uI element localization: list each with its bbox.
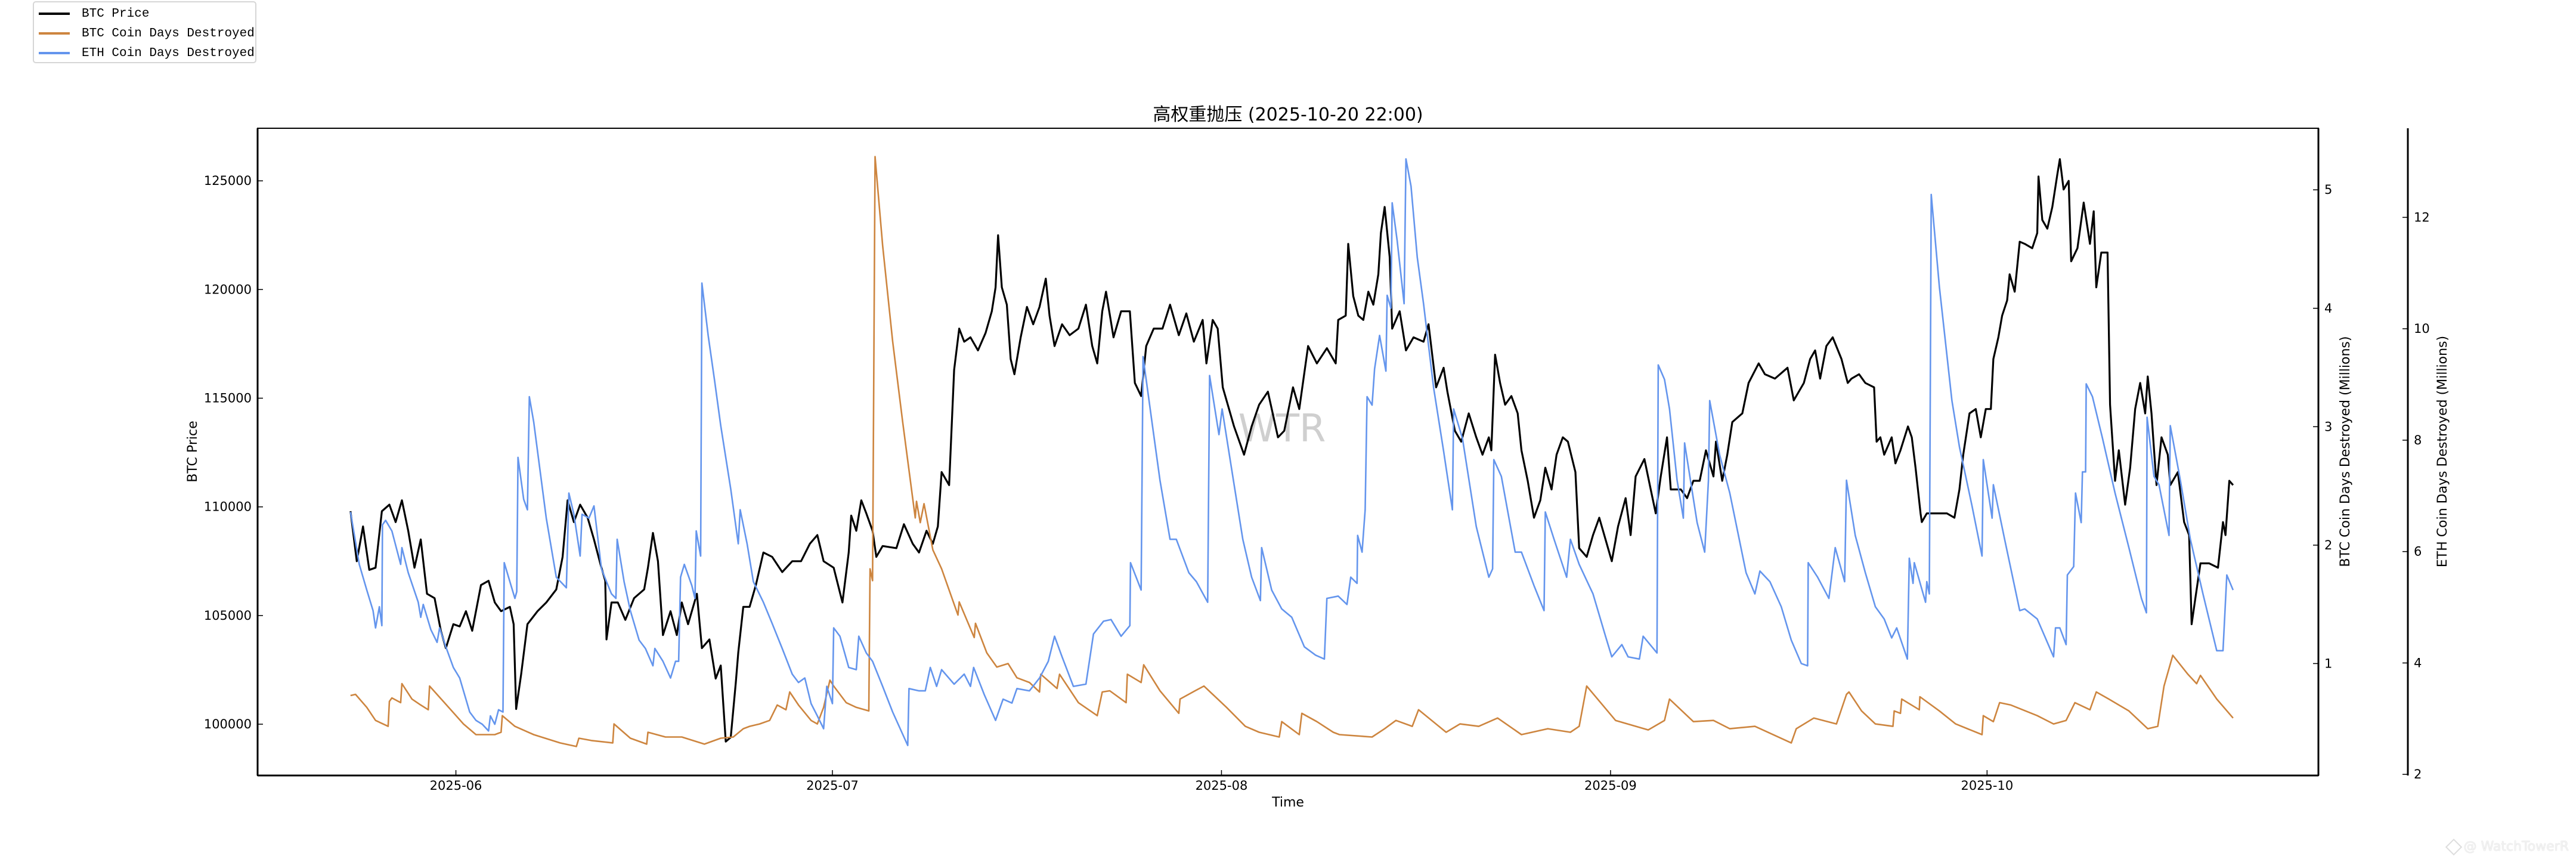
- y-axis-label-price: BTC Price: [185, 421, 200, 482]
- x-tick-label: 2025-09: [1584, 778, 1637, 793]
- legend-swatch-btc-price: [39, 13, 70, 15]
- legend-swatch-btc-cdd: [39, 32, 70, 35]
- plot-frame: [257, 128, 2319, 776]
- y-tick-label-price: 100000: [204, 717, 252, 731]
- y-tick-label-price: 105000: [204, 608, 252, 623]
- legend-label: ETH Coin Days Destroyed: [82, 46, 255, 60]
- y-tick-label-price: 110000: [204, 500, 252, 514]
- y-tick-label-eth-cdd: 2: [2414, 767, 2422, 781]
- watermark-text: WTR: [1239, 407, 1326, 451]
- legend: BTC Price BTC Coin Days Destroyed ETH Co…: [33, 1, 256, 63]
- y-tick-label-price: 115000: [204, 391, 252, 406]
- credit-text: @ WatchTowerR: [2463, 839, 2569, 854]
- y-tick-label-price: 120000: [204, 282, 252, 296]
- series-line-eth-coin-days-destroyed: [349, 158, 2234, 746]
- y-tick-label-btc-cdd: 3: [2324, 419, 2332, 434]
- series-line-btc-coin-days-destroyed: [350, 156, 2234, 747]
- y-tick-label-btc-cdd: 1: [2324, 656, 2332, 670]
- legend-label: BTC Price: [82, 7, 150, 21]
- x-axis-label: Time: [1271, 795, 1304, 810]
- legend-item-btc-cdd: BTC Coin Days Destroyed: [39, 24, 255, 42]
- credit-watermark: @ WatchTowerR: [2445, 838, 2569, 855]
- legend-item-eth-cdd: ETH Coin Days Destroyed: [39, 44, 255, 62]
- x-tick-label: 2025-08: [1196, 778, 1248, 793]
- diamond-logo-icon: [2445, 838, 2463, 855]
- y-axis-label-btc-cdd: BTC Coin Days Destroyed (Millions): [2338, 336, 2353, 567]
- legend-swatch-eth-cdd: [39, 52, 70, 54]
- y-tick-label-eth-cdd: 4: [2414, 656, 2422, 670]
- y-axis-label-eth-cdd: ETH Coin Days Destroyed (Millions): [2435, 336, 2450, 567]
- x-tick-label: 2025-06: [430, 778, 482, 793]
- y-tick-label-price: 125000: [204, 174, 252, 188]
- legend-item-btc-price: BTC Price: [39, 5, 149, 23]
- legend-label: BTC Coin Days Destroyed: [82, 26, 255, 41]
- y-tick-label-eth-cdd: 12: [2414, 210, 2430, 224]
- y-tick-label-btc-cdd: 2: [2324, 538, 2332, 552]
- x-tick-label: 2025-10: [1961, 778, 2013, 793]
- y-tick-label-eth-cdd: 6: [2414, 545, 2422, 559]
- y-tick-label-btc-cdd: 4: [2324, 301, 2332, 316]
- y-tick-label-eth-cdd: 10: [2414, 322, 2430, 336]
- chart-title: 高权重抛压 (2025-10-20 22:00): [1153, 104, 1423, 125]
- series-line-btc-price: [349, 158, 2234, 743]
- x-tick-label: 2025-07: [806, 778, 859, 793]
- y-tick-label-btc-cdd: 5: [2324, 183, 2332, 197]
- y-tick-label-eth-cdd: 8: [2414, 433, 2422, 447]
